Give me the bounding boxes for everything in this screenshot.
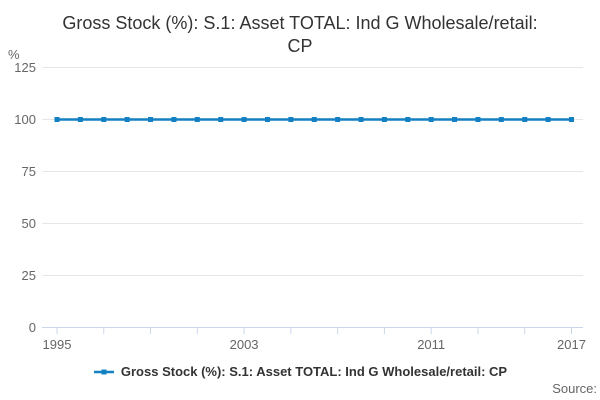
- data-point-marker[interactable]: [381, 117, 387, 122]
- data-point-marker[interactable]: [335, 117, 341, 122]
- data-point-marker[interactable]: [288, 117, 294, 122]
- data-point-marker[interactable]: [218, 117, 224, 122]
- data-point-marker[interactable]: [428, 117, 434, 122]
- chart-title: Gross Stock (%): S.1: Asset TOTAL: Ind G…: [0, 12, 600, 58]
- data-point-marker[interactable]: [405, 117, 411, 122]
- data-point-marker[interactable]: [194, 117, 200, 122]
- data-point-marker[interactable]: [522, 117, 528, 122]
- data-point-marker[interactable]: [241, 117, 247, 122]
- data-point-marker[interactable]: [311, 117, 317, 122]
- data-point-marker[interactable]: [569, 117, 574, 122]
- chart-title-line1: Gross Stock (%): S.1: Asset TOTAL: Ind G…: [62, 13, 538, 33]
- legend-item[interactable]: Gross Stock (%): S.1: Asset TOTAL: Ind G…: [93, 364, 507, 379]
- legend-line-marker-icon: [93, 369, 114, 374]
- chart-title-line2: CP: [287, 36, 313, 56]
- source-label: Source:: [552, 381, 597, 396]
- data-point-marker[interactable]: [498, 117, 504, 122]
- data-point-marker[interactable]: [475, 117, 481, 122]
- data-point-marker[interactable]: [264, 117, 270, 122]
- data-point-marker[interactable]: [171, 117, 177, 122]
- data-point-marker[interactable]: [77, 117, 83, 122]
- legend: Gross Stock (%): S.1: Asset TOTAL: Ind G…: [0, 364, 600, 379]
- data-point-marker[interactable]: [358, 117, 364, 122]
- y-axis-title: %: [8, 47, 20, 62]
- data-point-marker[interactable]: [452, 117, 458, 122]
- data-point-marker[interactable]: [124, 117, 130, 122]
- legend-label: Gross Stock (%): S.1: Asset TOTAL: Ind G…: [120, 364, 508, 379]
- data-point-marker[interactable]: [545, 117, 551, 122]
- data-point-marker[interactable]: [54, 117, 60, 122]
- data-point-marker[interactable]: [101, 117, 107, 122]
- data-point-marker[interactable]: [148, 117, 154, 122]
